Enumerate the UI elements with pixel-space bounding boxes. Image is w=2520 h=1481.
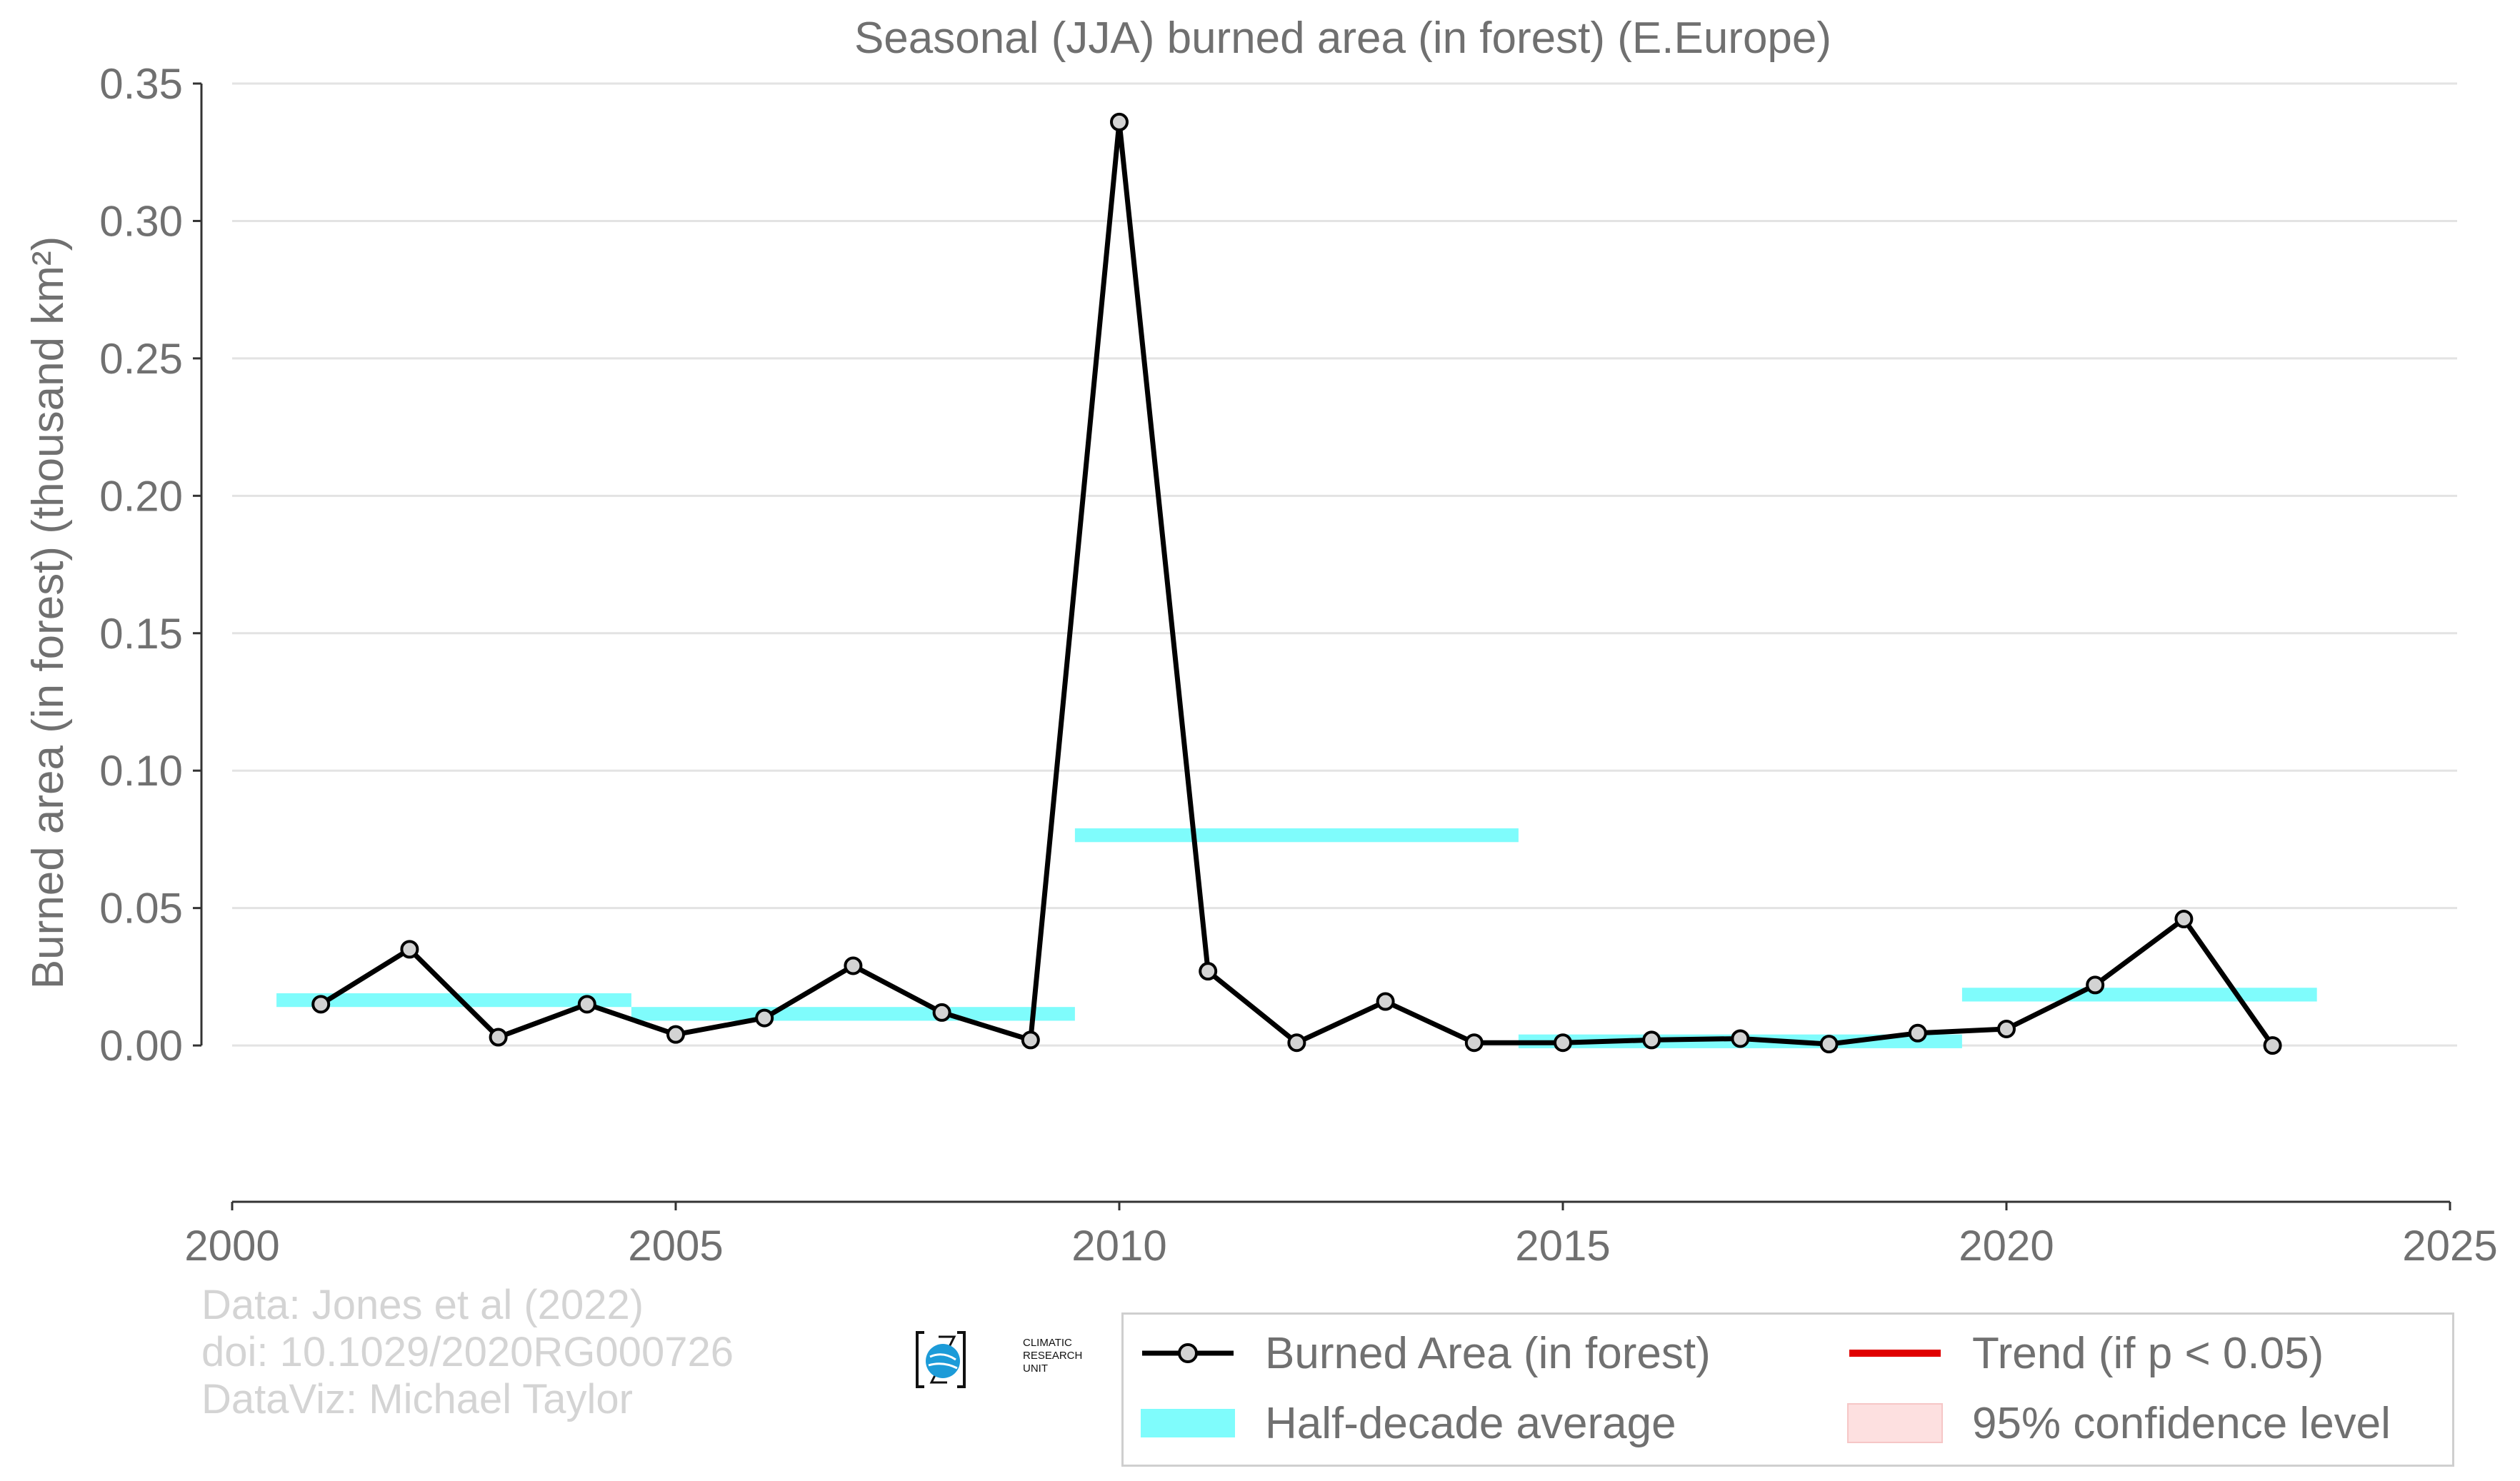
y-tick-label: 0.05 (99, 885, 183, 933)
axes: 0.00 0.05 0.10 0.15 0.20 0.25 0.30 0.35 2000 2005… (99, 60, 2498, 1270)
cru-logo-icon (916, 1331, 966, 1388)
legend: Burned Area (in forest) Trend (if p < 0.… (1121, 1312, 2454, 1467)
half-decade-bar (1961, 988, 2317, 1002)
legend-item-confidence: 95% confidence level (1846, 1395, 2391, 1452)
y-tick-label: 0.20 (99, 472, 183, 520)
logo-line-3: UNIT (1023, 1362, 1048, 1375)
data-point (844, 956, 863, 975)
data-point (755, 1008, 774, 1028)
y-tick-label: 0.15 (99, 610, 183, 658)
legend-key-line-marker-icon (1142, 1343, 1234, 1363)
data-point (577, 995, 596, 1014)
data-point (1731, 1029, 1750, 1048)
x-tick-label: 2000 (184, 1222, 279, 1270)
x-tick-label: 2015 (1515, 1222, 1610, 1270)
data-point (489, 1028, 508, 1047)
series-burned-area (311, 112, 2282, 1055)
half-decade-bar (631, 1007, 1075, 1021)
credits: Data: Jones et al (2022) doi: 10.1029/20… (201, 1282, 734, 1423)
x-tick-label: 2025 (2402, 1222, 2497, 1270)
legend-key-confidence-icon (1847, 1403, 1943, 1443)
logo-line-1: CLIMATIC (1023, 1337, 1072, 1349)
logo-line-2: RESEARCH (1023, 1350, 1083, 1362)
y-tick-label: 0.00 (99, 1022, 183, 1070)
data-point (2263, 1036, 2282, 1055)
data-point (1110, 112, 1129, 131)
data-point (1819, 1035, 1839, 1054)
y-axis-label: Burned area (in forest) (thousand km²) (24, 236, 73, 989)
y-tick-label: 0.10 (99, 747, 183, 795)
data-point (1997, 1019, 2016, 1038)
half-decade-bars (276, 828, 2317, 1048)
half-decade-bar (276, 993, 631, 1008)
credit-dataviz: DataViz: Michael Taylor (201, 1376, 633, 1422)
data-point (1021, 1030, 1040, 1050)
legend-item-half-decade: Half-decade average (1139, 1395, 1676, 1452)
legend-key-trend-icon (1849, 1350, 1941, 1357)
data-point (2086, 975, 2105, 995)
data-point (1464, 1033, 1484, 1053)
grid-lines (232, 82, 2457, 1047)
data-point (666, 1025, 685, 1044)
cru-logo-text: CLIMATIC RESEARCH UNIT (1023, 1337, 1082, 1375)
y-tick-label: 0.30 (99, 197, 183, 245)
data-point (1908, 1023, 1927, 1043)
data-point (2174, 910, 2194, 929)
data-point (1287, 1033, 1306, 1053)
y-tick-label: 0.35 (99, 60, 183, 108)
legend-item-burned-area: Burned Area (in forest) (1139, 1325, 1711, 1382)
credit-data-source: Data: Jones et al (2022) (201, 1282, 644, 1328)
data-point (1554, 1033, 1572, 1053)
data-point (311, 995, 331, 1014)
legend-key-half-decade-icon (1141, 1409, 1235, 1437)
credit-doi: doi: 10.1029/2020RG000726 (201, 1329, 734, 1375)
legend-label-confidence: 95% confidence level (1972, 1398, 2391, 1448)
series-line (319, 119, 2275, 1048)
x-tick-label: 2010 (1071, 1222, 1166, 1270)
legend-label-half-decade: Half-decade average (1265, 1398, 1676, 1448)
data-point (1376, 992, 1395, 1011)
x-tick-label: 2005 (628, 1222, 723, 1270)
legend-label-trend: Trend (if p < 0.05) (1972, 1328, 2324, 1378)
y-tick-label: 0.25 (99, 335, 183, 383)
data-point (1199, 962, 1218, 981)
legend-label-burned-area: Burned Area (in forest) (1265, 1328, 1711, 1378)
data-point (1642, 1030, 1661, 1050)
data-point (932, 1003, 951, 1022)
data-point (400, 940, 419, 959)
legend-item-trend: Trend (if p < 0.05) (1846, 1325, 2324, 1382)
chart-title: Seasonal (JJA) burned area (in forest) (… (854, 14, 1831, 63)
x-tick-label: 2020 (1959, 1222, 2054, 1270)
half-decade-bar (1074, 828, 1519, 843)
